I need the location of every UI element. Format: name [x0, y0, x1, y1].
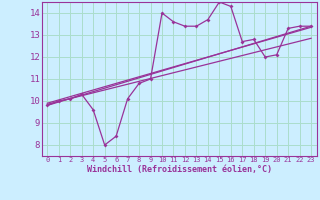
X-axis label: Windchill (Refroidissement éolien,°C): Windchill (Refroidissement éolien,°C) — [87, 165, 272, 174]
